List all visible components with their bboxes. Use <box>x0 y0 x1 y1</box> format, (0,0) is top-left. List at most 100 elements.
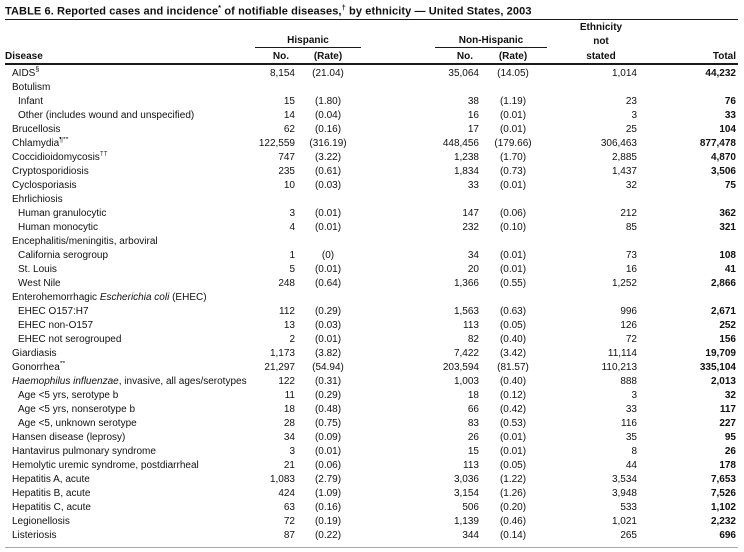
ethnicity-not-stated-cell <box>547 291 637 305</box>
nonhispanic-rate-cell: (0.01) <box>499 250 527 261</box>
hispanic-rate-cell: (0.31) <box>314 376 342 387</box>
table-row: St. Louis 5 (0.01) 20 (0.01) 16 41 <box>5 263 738 277</box>
total-cell: 7,653 <box>710 474 736 485</box>
nonhispanic-no-cell: 1,834 <box>453 166 479 177</box>
table-row: Hepatitis A, acute 1,083 (2.79) 3,036 (1.22)… <box>5 473 738 487</box>
nonhispanic-no-cell: 35,064 <box>448 68 479 79</box>
ethnicity-not-stated-cell: 3,948 <box>611 488 637 499</box>
nonhispanic-no-cell: 1,139 <box>453 516 479 527</box>
title-text: TABLE 6. Reported cases and incidence <box>5 5 219 18</box>
hispanic-no-cell: 4 <box>289 222 295 233</box>
hispanic-no-cell: 8,154 <box>269 68 295 79</box>
table-row: Encephalitis/meningitis, arboviral <box>5 235 738 249</box>
table-row: EHEC non-O157 13 (0.03) 113 (0.05) 126 252 <box>5 319 738 333</box>
ethnicity-not-stated-cell: 35 <box>625 432 637 443</box>
table-row: West Nile 248 (0.64) 1,366 (0.55) 1,252 2,866 <box>5 277 738 291</box>
ethnicity-not-stated-cell: 265 <box>620 530 637 541</box>
table-row: Chlamydia¶** 122,559 (316.19) 448,456 (179.6… <box>5 137 738 151</box>
hispanic-rate-cell: (0.03) <box>314 320 342 331</box>
hispanic-rate-cell: (0.01) <box>314 222 342 233</box>
hispanic-rate-cell: (0.48) <box>314 404 342 415</box>
total-cell: 877,478 <box>699 138 736 149</box>
total-cell: 2,013 <box>710 376 736 387</box>
nonhispanic-no-cell <box>361 235 479 249</box>
hispanic-rate-cell: (0.22) <box>314 530 342 541</box>
table-row: Human monocytic 4 (0.01) 232 (0.10) 85 321 <box>5 221 738 235</box>
ethnicity-not-stated-cell: 306,463 <box>600 138 637 149</box>
ethnicity-not-stated-cell: 3,534 <box>611 474 637 485</box>
hispanic-no-cell: 747 <box>278 152 295 163</box>
total-cell: 335,104 <box>699 362 736 373</box>
title-text: by ethnicity — United States, 2003 <box>345 5 532 18</box>
nonhispanic-rate-cell: (0.12) <box>499 390 527 401</box>
nonhispanic-rate-cell: (0.40) <box>499 376 527 387</box>
table-row: California serogroup 1 (0) 34 (0.01) 73 108 <box>5 249 738 263</box>
ethnicity-not-stated-cell: 3 <box>631 110 637 121</box>
hispanic-rate-cell: (1.80) <box>314 96 342 107</box>
hispanic-rate-cell: (0) <box>321 250 335 261</box>
hispanic-rate-cell: (0.75) <box>314 418 342 429</box>
disease-name: AIDS§ <box>12 66 40 79</box>
hispanic-rate-cell <box>295 291 361 305</box>
nonhispanic-no-cell: 506 <box>462 502 479 513</box>
hispanic-no-cell <box>250 235 295 249</box>
page-title: TABLE 6. Reported cases and incidence* o… <box>5 3 739 18</box>
table-row: Age <5 yrs, serotype b 11 (0.29) 18 (0.12) 3 3… <box>5 389 738 403</box>
nonhispanic-rate-cell: (0.01) <box>499 432 527 443</box>
nonhispanic-rate-cell <box>479 81 547 95</box>
ethnicity-not-stated-cell: 44 <box>625 460 637 471</box>
nonhispanic-no-cell: 16 <box>467 110 479 121</box>
ethnicity-not-stated-cell: 85 <box>625 222 637 233</box>
col-group-non-hispanic: Non-Hispanic <box>361 34 547 48</box>
ethnicity-not-stated-cell: 72 <box>625 334 637 345</box>
table-row: Coccidioidomycosis†† 747 (3.22) 1,238 (1.70)… <box>5 151 738 165</box>
disease-name: Ehrlichiosis <box>12 194 63 205</box>
ethnicity-not-stated-cell <box>547 81 637 95</box>
table-row: Enterohemorrhagic Escherichia coli (EHEC… <box>5 291 738 305</box>
hispanic-no-cell: 122,559 <box>258 138 295 149</box>
footnote-marker-dagger: † <box>341 3 346 12</box>
total-cell: 227 <box>719 418 736 429</box>
col-header-ethnicity-line2: not <box>593 36 609 47</box>
hispanic-rate-cell <box>295 193 361 207</box>
table-header: Ethnicity Hispanic Non-Hispanic not Dise… <box>5 21 738 65</box>
nonhispanic-rate-cell: (0.53) <box>499 418 527 429</box>
total-cell: 41 <box>724 264 736 275</box>
total-cell <box>637 235 738 249</box>
disease-name: Botulism <box>12 82 51 93</box>
hispanic-no-cell: 10 <box>283 180 295 191</box>
nonhispanic-rate-cell: (0.01) <box>499 446 527 457</box>
nonhispanic-no-cell: 34 <box>467 250 479 261</box>
nonhispanic-no-cell: 26 <box>467 432 479 443</box>
disease-name: Listeriosis <box>12 530 57 541</box>
hispanic-no-cell <box>250 291 295 305</box>
hispanic-no-cell: 87 <box>283 530 295 541</box>
hispanic-no-cell: 62 <box>283 124 295 135</box>
hispanic-rate-cell: (0.01) <box>314 334 342 345</box>
disease-name: Cryptosporidiosis <box>12 166 89 177</box>
hispanic-rate-cell: (316.19) <box>309 138 347 149</box>
hispanic-no-cell: 424 <box>278 488 295 499</box>
col-header-nonhispanic-rate: (Rate) <box>479 48 547 65</box>
nonhispanic-no-cell: 232 <box>462 222 479 233</box>
col-group-hispanic: Hispanic <box>250 34 361 48</box>
nonhispanic-rate-cell: (0.05) <box>499 320 527 331</box>
nonhispanic-rate-cell: (0.55) <box>499 278 527 289</box>
hispanic-rate-cell: (3.82) <box>314 348 342 359</box>
ethnicity-not-stated-cell: 73 <box>625 250 637 261</box>
ethnicity-not-stated-cell: 32 <box>625 180 637 191</box>
ethnicity-not-stated-cell: 3 <box>631 390 637 401</box>
nonhispanic-no-cell: 20 <box>467 264 479 275</box>
nonhispanic-rate-cell <box>479 291 547 305</box>
col-header-hispanic-no: No. <box>250 48 295 65</box>
ethnicity-not-stated-cell: 8 <box>631 446 637 457</box>
hispanic-rate-cell: (0.01) <box>314 208 342 219</box>
col-header-total: Total <box>637 48 738 65</box>
title-rule <box>5 19 738 20</box>
total-cell: 26 <box>724 446 736 457</box>
nonhispanic-rate-cell: (0.40) <box>499 334 527 345</box>
table-body: AIDS§ 8,154 (21.04) 35,064 (14.05) 1,014 44,23… <box>5 64 738 543</box>
disease-name: Hepatitis A, acute <box>12 474 90 485</box>
nonhispanic-rate-cell: (0.01) <box>499 264 527 275</box>
nonhispanic-no-cell: 18 <box>467 390 479 401</box>
